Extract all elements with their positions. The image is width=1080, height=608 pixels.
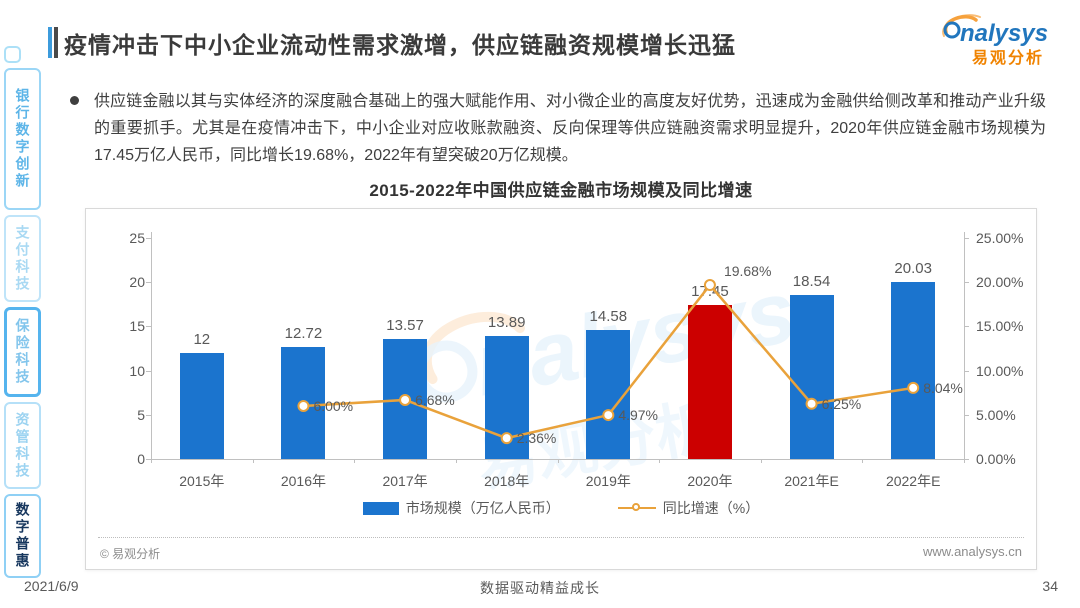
page-title: 疫情冲击下中小企业流动性需求激增，供应链融资规模增长迅猛 xyxy=(64,32,736,58)
bar-value-label: 13.57 xyxy=(386,317,424,335)
bar-value-label: 17.45 xyxy=(691,282,729,300)
y-axis-label-right: 5.00% xyxy=(976,406,1016,423)
sidebar-item-label: 支付科技 xyxy=(14,224,31,293)
x-axis-label: 2021年E xyxy=(784,473,839,489)
line-point-label: 4.97% xyxy=(618,407,659,424)
bar-2021年E xyxy=(789,295,834,459)
y-axis-label-left: 0 xyxy=(137,451,145,467)
bar-value-label: 12.72 xyxy=(284,324,323,342)
y-axis-label-right: 15.00% xyxy=(976,318,1024,335)
y-axis-label-right: 25.00% xyxy=(976,230,1024,246)
y-axis-label-right: 20.00% xyxy=(976,274,1024,291)
x-axis-label: 2017年 xyxy=(382,473,428,489)
x-axis-tick xyxy=(964,459,965,463)
y-axis-label-left: 10 xyxy=(129,362,145,379)
bar-2019年 xyxy=(586,330,631,459)
y-axis-label-left: 25 xyxy=(129,230,145,246)
sidebar-partial-tab xyxy=(4,46,21,63)
bar-2015年 xyxy=(179,352,224,459)
x-axis-tick xyxy=(862,459,864,463)
y-axis-tick xyxy=(964,459,969,460)
sidebar-item-label: 数字普惠 xyxy=(14,502,31,570)
slide-slogan: 数据驱动精益成长 xyxy=(480,580,600,596)
bar-2020年 xyxy=(687,304,732,459)
chart-website: www.analysys.cn xyxy=(923,544,1022,559)
x-axis-tick xyxy=(252,459,254,463)
line-point-label: 6.00% xyxy=(313,397,354,414)
sidebar-item-label: 保险科技 xyxy=(14,318,31,386)
bar-value-label: 12 xyxy=(193,330,211,348)
y-axis-tick xyxy=(964,414,969,416)
x-axis-label: 2016年 xyxy=(280,473,327,489)
legend-item-market-scale: 市场规模（万亿人民币） xyxy=(362,498,560,518)
chart-container: nalysys 易观分析 05101520250.00%5.00%10.00%1… xyxy=(85,208,1037,570)
line-point-label: 6.68% xyxy=(415,391,455,408)
legend-line-swatch xyxy=(617,503,656,513)
x-axis-tick xyxy=(659,459,661,463)
y-axis-tick xyxy=(146,414,151,416)
y-axis-label-right: 0.00% xyxy=(976,451,1016,467)
x-axis-tick xyxy=(557,459,559,463)
y-axis-tick xyxy=(146,282,151,284)
y-axis-label-right: 10.00% xyxy=(976,362,1024,379)
title-accent-bar-gray xyxy=(54,27,58,58)
y-axis-tick xyxy=(146,238,151,239)
logo-swirl-icon xyxy=(942,14,981,39)
y-axis-label-left: 15 xyxy=(129,318,145,335)
x-axis-label: 2020年 xyxy=(687,473,733,489)
legend-bar-swatch xyxy=(362,501,399,515)
analysys-logo: nalysys 易观分析 xyxy=(932,8,1072,67)
slide-date: 2021/6/9 xyxy=(24,578,79,594)
bar-value-label: 18.54 xyxy=(792,273,831,291)
chart-copyright: © 易观分析 xyxy=(100,547,161,561)
chart-plot-area: 0 5 10 15 20 25 0.00% 5.00% 10.00% 15.00% 20.00% 25… xyxy=(86,209,1036,569)
x-axis-tick xyxy=(760,459,762,463)
logo-brand-cn-text: 易观分析 xyxy=(972,50,1045,67)
chart-footer-divider xyxy=(98,537,1024,538)
sidebar-item-insurance-tech[interactable]: 保险科技 xyxy=(4,307,41,397)
y-axis-tick xyxy=(964,282,969,284)
y-axis-tick xyxy=(146,459,151,460)
x-axis-label: 2015年 xyxy=(179,473,225,489)
logo-brand-text: nalysys xyxy=(960,20,1049,47)
bar-value-label: 14.58 xyxy=(589,308,628,326)
legend-label: 市场规模（万亿人民币） xyxy=(405,500,560,516)
body-paragraph: 供应链金融以其与实体经济的深度融合基础上的强大赋能作用、对小微企业的高度友好优势… xyxy=(94,93,1046,164)
legend-item-growth-rate: 同比增速（%） xyxy=(617,498,760,518)
line-point-label: 2.36% xyxy=(516,430,557,447)
sidebar-item-asset-mgmt-tech[interactable]: 资管科技 xyxy=(4,402,41,489)
y-axis-left xyxy=(151,232,152,459)
y-axis-right xyxy=(964,232,965,459)
bar-2022年E xyxy=(891,281,936,459)
x-axis-tick xyxy=(354,459,356,463)
sidebar-item-label: 资管科技 xyxy=(14,411,31,480)
legend-label: 同比增速（%） xyxy=(662,500,760,516)
x-axis-label: 2022年E xyxy=(885,473,941,489)
y-axis-label-left: 20 xyxy=(129,274,145,291)
bar-value-label: 20.03 xyxy=(894,259,932,277)
y-axis-tick xyxy=(964,238,969,239)
x-axis-label: 2018年 xyxy=(484,473,530,489)
line-point-label: 6.25% xyxy=(821,395,862,412)
sidebar-item-label: 银行数字创新 xyxy=(14,88,31,190)
title-accent-bar-blue xyxy=(48,27,52,58)
sidebar-item-payment-tech[interactable]: 支付科技 xyxy=(4,215,41,302)
chart-legend: 市场规模（万亿人民币） 同比增速（%） xyxy=(86,498,1036,518)
bar-value-label: 13.89 xyxy=(487,314,526,332)
chart-title: 2015-2022年中国供应链金融市场规模及同比增速 xyxy=(369,181,753,200)
page-number: 34 xyxy=(1042,578,1058,594)
sidebar-item-banking-digital-innovation[interactable]: 银行数字创新 xyxy=(4,68,41,210)
line-point-label: 8.04% xyxy=(923,379,963,396)
x-axis-tick xyxy=(151,459,152,463)
sidebar-item-digital-inclusion[interactable]: 数字普惠 xyxy=(4,494,41,578)
line-point-label: 19.68% xyxy=(723,263,772,280)
y-axis-tick xyxy=(146,370,151,372)
y-axis-tick xyxy=(964,326,969,328)
y-axis-tick xyxy=(146,326,151,328)
y-axis-tick xyxy=(964,370,969,372)
bullet-icon xyxy=(70,96,79,105)
x-axis-tick xyxy=(455,459,457,463)
y-axis-label-left: 5 xyxy=(137,406,145,423)
x-axis-label: 2019年 xyxy=(585,473,631,489)
